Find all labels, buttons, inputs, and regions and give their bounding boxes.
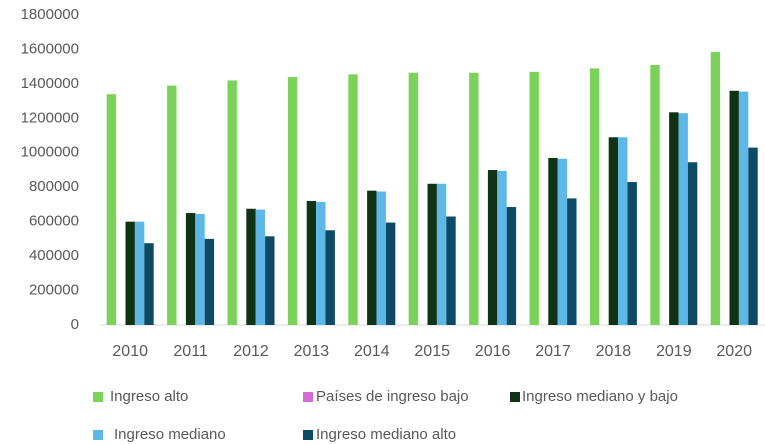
bar	[376, 191, 386, 325]
bar	[678, 113, 688, 326]
y-tick-label: 0	[71, 316, 79, 333]
bar	[246, 208, 256, 325]
y-tick-label: 1200000	[21, 109, 79, 126]
x-tick-label: 2016	[475, 343, 511, 360]
x-tick-label: 2018	[596, 343, 632, 360]
bar	[195, 213, 205, 325]
bar	[650, 64, 660, 325]
bar	[427, 183, 437, 325]
bar	[557, 158, 568, 325]
bar	[548, 157, 558, 325]
bar	[408, 72, 419, 325]
bar	[748, 147, 758, 325]
legend-label: Países de ingreso bajo	[316, 388, 469, 405]
bar	[227, 80, 237, 325]
legend-swatch	[303, 392, 313, 402]
x-tick-label: 2011	[173, 343, 208, 360]
bar	[348, 74, 358, 326]
bar	[506, 207, 517, 325]
y-tick-label: 1000000	[21, 144, 79, 161]
y-tick-label: 1800000	[21, 6, 79, 23]
bar	[325, 230, 335, 325]
legend-swatch	[510, 392, 520, 402]
bar	[497, 170, 507, 325]
legend-swatch	[93, 392, 103, 402]
bar	[185, 213, 196, 325]
bar	[436, 183, 447, 325]
bar	[385, 222, 396, 325]
bar	[729, 90, 739, 326]
bar	[589, 68, 600, 325]
y-tick-label: 1600000	[21, 40, 79, 57]
y-tick-label: 600000	[29, 213, 79, 230]
bar	[167, 85, 177, 325]
legend-label: Ingreso alto	[110, 388, 188, 405]
bar	[627, 182, 637, 325]
legend-swatch	[93, 430, 103, 440]
bar	[446, 216, 456, 325]
legend-swatch	[303, 430, 313, 440]
bar	[106, 94, 117, 325]
bar	[738, 91, 749, 325]
legend-label: Ingreso mediano	[114, 426, 226, 443]
legend-label: Ingreso mediano y bajo	[522, 388, 678, 405]
x-tick-label: 2010	[112, 343, 148, 360]
y-tick-label: 200000	[29, 282, 79, 299]
legend-label: Ingreso mediano alto	[316, 426, 456, 443]
bar	[125, 221, 135, 325]
y-tick-label: 400000	[29, 247, 79, 264]
x-tick-label: 2015	[414, 343, 450, 360]
x-tick-label: 2013	[294, 343, 330, 360]
x-tick-label: 2020	[716, 343, 752, 360]
bar	[529, 71, 539, 325]
bar	[204, 238, 215, 325]
bar	[567, 198, 577, 325]
bar	[287, 77, 298, 325]
bar	[316, 201, 326, 325]
bar	[669, 112, 679, 325]
bar	[265, 236, 275, 325]
bar	[144, 243, 154, 325]
bar	[367, 190, 377, 325]
x-tick-label: 2012	[233, 343, 269, 360]
bar	[710, 52, 721, 326]
bar	[469, 72, 479, 325]
bar	[608, 137, 619, 325]
bar	[255, 209, 266, 325]
bar	[306, 201, 317, 325]
bar	[618, 137, 628, 325]
y-tick-label: 1400000	[21, 75, 79, 92]
x-tick-label: 2017	[535, 343, 571, 360]
bar	[487, 170, 498, 325]
x-tick-label: 2014	[354, 343, 390, 360]
y-tick-label: 800000	[29, 178, 79, 195]
x-tick-label: 2019	[656, 343, 692, 360]
bar	[134, 221, 145, 325]
bar	[687, 162, 698, 325]
